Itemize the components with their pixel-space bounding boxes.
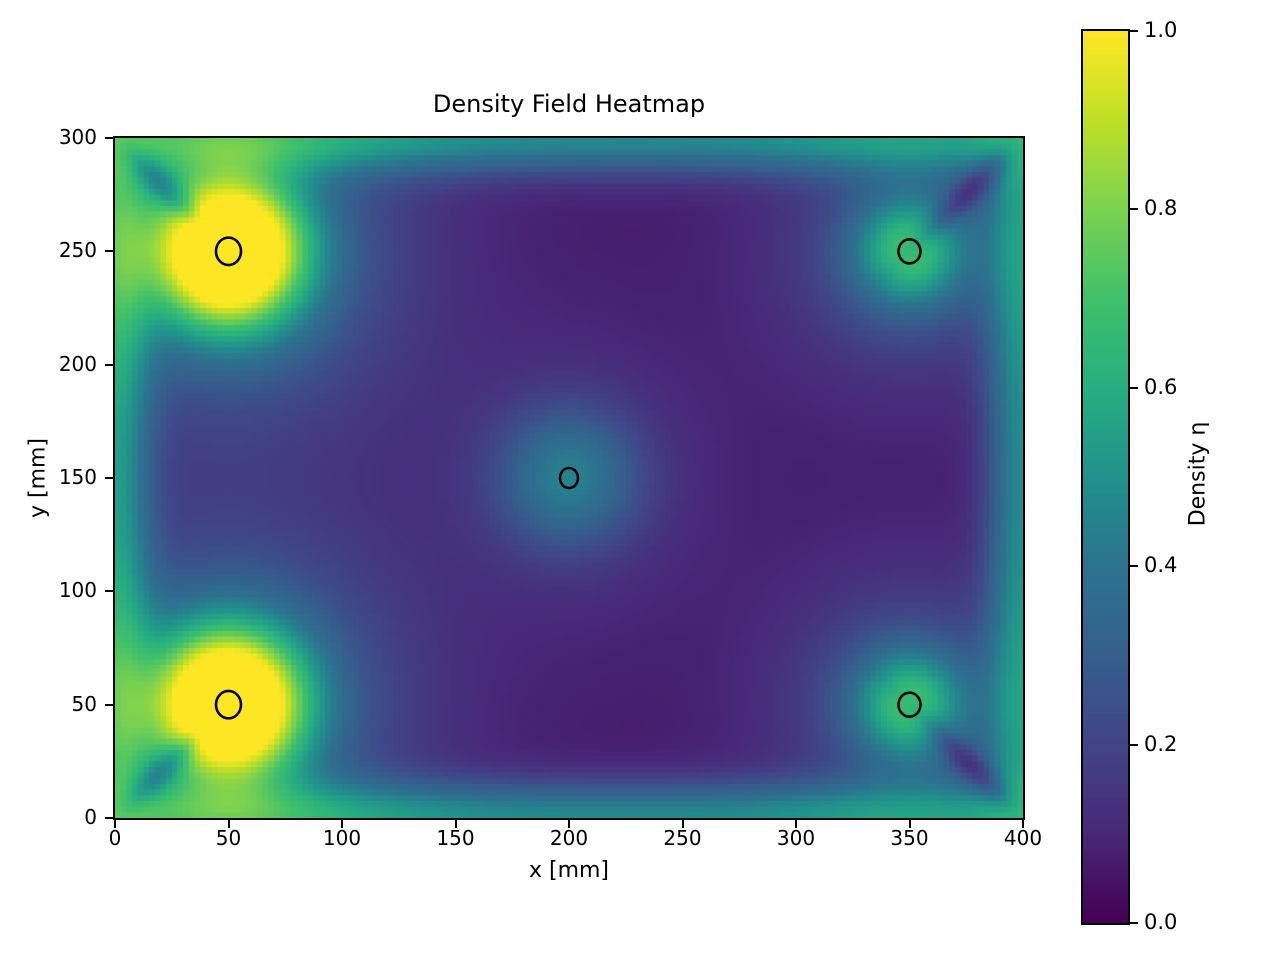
y-tick-mark	[105, 817, 113, 819]
density-source-marker	[897, 691, 922, 718]
y-tick-label: 300	[58, 125, 97, 149]
x-tick-label: 400	[1003, 826, 1043, 850]
density-source-marker	[558, 466, 580, 490]
y-tick-label: 250	[58, 238, 97, 263]
y-tick-label: 200	[58, 351, 97, 376]
x-tick-mark	[795, 820, 797, 828]
y-tick-label: 100	[58, 578, 97, 603]
colorbar-tick-mark	[1130, 743, 1138, 746]
x-tick-label: 50	[215, 826, 242, 850]
x-tick-mark	[1022, 820, 1024, 828]
plot-title: Density Field Heatmap	[432, 90, 706, 118]
colorbar-frame	[1081, 29, 1130, 925]
colorbar-tick-label: 1.0	[1144, 18, 1178, 42]
colorbar-gradient	[1083, 31, 1128, 923]
heatmap-image	[115, 138, 1023, 818]
y-tick-mark	[105, 590, 113, 593]
colorbar-tick-label: 0.0	[1144, 910, 1178, 934]
colorbar-tick-mark	[1130, 922, 1138, 924]
colorbar-tick-label: 0.6	[1144, 374, 1178, 399]
x-tick-mark	[568, 820, 570, 828]
x-tick-label: 200	[549, 826, 589, 850]
y-tick-label: 0	[84, 805, 97, 829]
x-tick-label: 300	[776, 826, 816, 850]
x-tick-mark	[454, 820, 457, 828]
axes-frame	[113, 136, 1025, 820]
y-tick-mark	[105, 477, 113, 479]
x-tick-label: 0	[108, 826, 122, 850]
colorbar-tick-label: 0.4	[1144, 553, 1178, 578]
density-source-marker	[897, 238, 922, 265]
colorbar-tick-mark	[1130, 565, 1138, 568]
x-tick-label: 350	[890, 826, 929, 850]
x-tick-label: 250	[663, 826, 702, 850]
colorbar-tick-mark	[1130, 386, 1138, 389]
source-marker-overlay	[214, 236, 922, 720]
colorbar-tick-label: 0.8	[1144, 196, 1178, 221]
colorbar-tick-mark	[1130, 30, 1138, 32]
colorbar-label: Density η	[1185, 421, 1211, 527]
x-tick-mark	[681, 820, 684, 828]
density-source-marker	[214, 689, 243, 720]
y-tick-label: 150	[58, 465, 97, 489]
y-tick-mark	[105, 363, 113, 366]
x-tick-mark	[341, 820, 343, 828]
y-tick-mark	[105, 703, 113, 706]
y-tick-mark	[105, 250, 113, 253]
x-axis-label: x [mm]	[528, 858, 610, 883]
x-tick-mark	[908, 820, 911, 828]
x-tick-mark	[227, 820, 230, 828]
x-tick-label: 100	[322, 826, 362, 850]
y-axis-label: y [mm]	[25, 437, 51, 519]
x-tick-mark	[114, 820, 116, 828]
density-source-marker	[214, 236, 243, 267]
colorbar-tick-label: 0.2	[1144, 731, 1178, 756]
x-tick-label: 150	[436, 826, 475, 850]
y-tick-label: 50	[71, 691, 97, 716]
y-tick-mark	[105, 137, 113, 139]
colorbar-tick-mark	[1130, 208, 1138, 211]
